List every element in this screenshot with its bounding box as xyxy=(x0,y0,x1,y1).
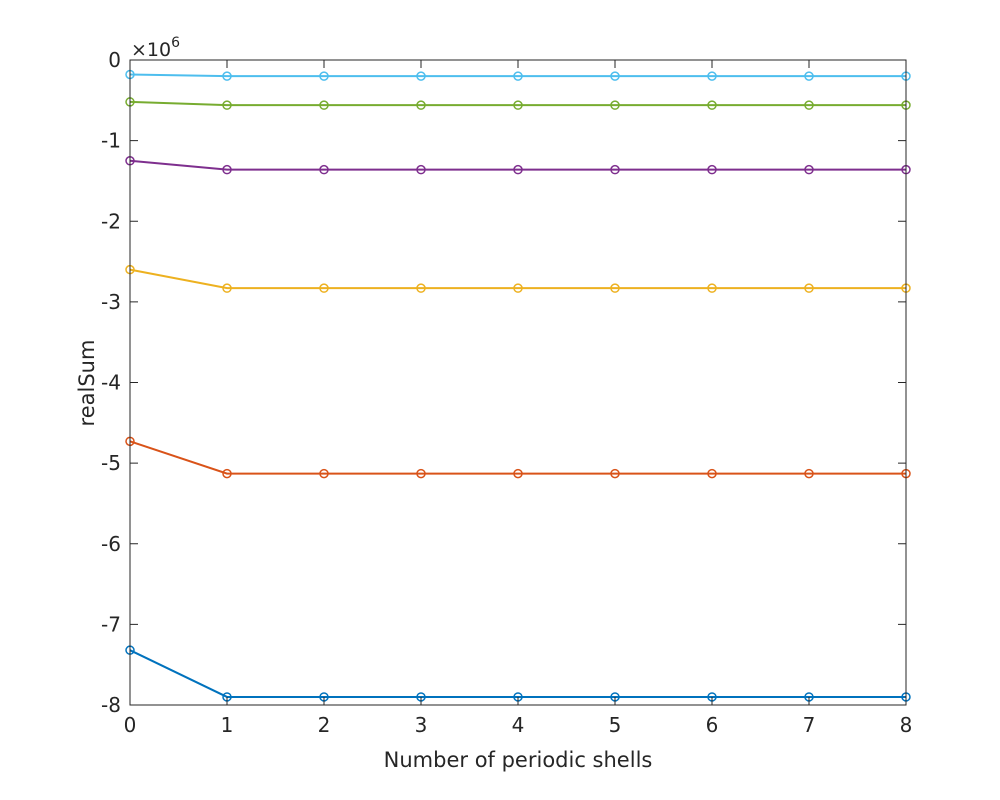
data-point xyxy=(610,164,620,175)
y-axis-exponent-base: ×10 xyxy=(131,39,171,61)
x-tick-label: 2 xyxy=(318,713,331,737)
x-tick-label: 8 xyxy=(900,713,913,737)
series-6 xyxy=(125,69,911,81)
x-tick-label: 7 xyxy=(803,713,816,737)
tick-label-layer: 0 1 2 3 4 5 6 7 8 0 -1 -2 -3 -4 -5 -6 -7 -8 xyxy=(101,48,912,737)
y-tick-label: -7 xyxy=(101,612,121,636)
y-tick-label: 0 xyxy=(108,48,121,72)
data-point xyxy=(513,164,523,175)
data-point xyxy=(416,71,426,81)
y-tick-label: -2 xyxy=(101,209,121,233)
data-point xyxy=(319,71,329,81)
data-point xyxy=(416,164,426,175)
data-point xyxy=(707,71,717,81)
x-tick-label: 0 xyxy=(124,713,137,737)
data-point xyxy=(610,100,620,110)
data-point xyxy=(513,71,523,81)
plot-area xyxy=(130,60,906,705)
series-2 xyxy=(125,436,911,479)
data-point xyxy=(222,468,232,479)
data-point xyxy=(804,468,814,479)
data-point xyxy=(513,283,523,293)
y-axis-exponent: ×106 xyxy=(131,35,180,61)
data-point xyxy=(804,100,814,110)
x-tick-label: 4 xyxy=(512,713,525,737)
x-tick-label: 5 xyxy=(609,713,622,737)
data-point xyxy=(416,100,426,110)
y-tick-label: -8 xyxy=(101,693,121,717)
x-tick-label: 1 xyxy=(221,713,234,737)
data-point xyxy=(804,164,814,175)
y-tick-label: -4 xyxy=(101,371,121,395)
data-point xyxy=(610,283,620,293)
data-point xyxy=(804,283,814,293)
x-tick-label: 3 xyxy=(415,713,428,737)
x-axis-label: Number of periodic shells xyxy=(384,748,653,772)
series-line xyxy=(129,159,906,171)
data-point xyxy=(319,468,329,479)
data-point xyxy=(416,283,426,293)
data-point xyxy=(222,71,232,81)
y-tick-label: -6 xyxy=(101,532,121,556)
data-point xyxy=(222,164,232,175)
series-line xyxy=(129,649,906,698)
series-line xyxy=(129,73,906,78)
data-point xyxy=(610,71,620,81)
data-point xyxy=(513,468,523,479)
series-line xyxy=(129,100,906,107)
data-point xyxy=(610,468,620,479)
data-point xyxy=(319,283,329,293)
data-point xyxy=(707,283,717,293)
y-axis-exponent-power: 6 xyxy=(171,35,180,51)
data-point xyxy=(707,164,717,175)
data-point xyxy=(416,468,426,479)
tick-layer xyxy=(129,59,907,706)
series-line xyxy=(129,268,906,290)
data-point xyxy=(804,71,814,81)
data-point xyxy=(222,100,232,110)
x-tick-label: 6 xyxy=(706,713,719,737)
data-point xyxy=(319,164,329,175)
y-tick-label: -5 xyxy=(101,451,121,475)
data-point xyxy=(513,100,523,110)
y-tick-label: -3 xyxy=(101,290,121,314)
data-point xyxy=(707,468,717,479)
data-point xyxy=(707,100,717,110)
data-point xyxy=(319,100,329,110)
y-axis-label: realSum xyxy=(75,340,99,427)
y-tick-label: -1 xyxy=(101,129,121,153)
data-point xyxy=(222,283,232,293)
series-line xyxy=(129,440,906,475)
